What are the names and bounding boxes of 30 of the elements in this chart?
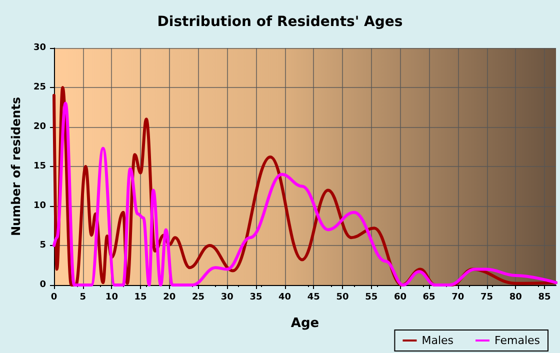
- x-tick-label: 30: [220, 292, 234, 302]
- x-tick-label: 5: [80, 292, 86, 302]
- legend-label: Males: [422, 334, 454, 347]
- legend-label: Females: [494, 334, 540, 347]
- x-tick-label: 45: [307, 292, 320, 302]
- x-tick-label: 65: [422, 292, 436, 302]
- y-tick-label: 15: [33, 162, 46, 172]
- x-tick-label: 15: [134, 292, 147, 302]
- x-tick-label: 80: [509, 292, 522, 302]
- x-tick-label: 40: [278, 292, 292, 302]
- x-tick-label: 85: [538, 292, 551, 302]
- x-tick-label: 25: [192, 292, 205, 302]
- chart-title: Distribution of Residents' Ages: [157, 14, 403, 30]
- x-tick-label: 50: [336, 292, 349, 302]
- x-tick-label: 0: [50, 292, 58, 302]
- x-tick-label: 70: [452, 292, 464, 302]
- y-tick-label: 25: [33, 82, 46, 92]
- x-tick-label: 35: [250, 292, 262, 302]
- y-tick-label: 0: [40, 280, 46, 290]
- y-tick-label: 5: [40, 240, 46, 250]
- y-tick-label: 20: [33, 122, 46, 132]
- x-tick-label: 20: [163, 292, 176, 302]
- x-tick-label: 55: [365, 292, 378, 302]
- y-tick-label: 30: [33, 43, 46, 53]
- x-axis-title: Age: [290, 316, 320, 331]
- x-tick-label: 60: [394, 292, 406, 302]
- x-tick-label: 75: [480, 292, 494, 302]
- y-tick-label: 10: [33, 201, 46, 211]
- x-tick-label: 10: [105, 292, 118, 302]
- y-axis-title: Number of residents: [9, 96, 23, 236]
